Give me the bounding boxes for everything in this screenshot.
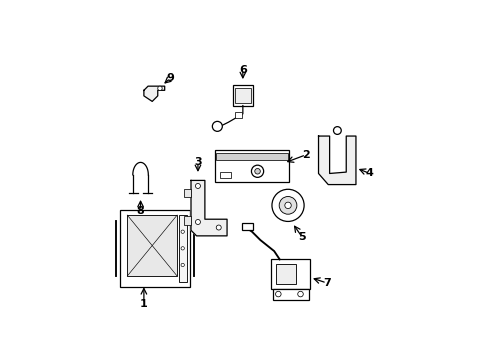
Bar	[272, 288, 308, 300]
Polygon shape	[318, 136, 355, 185]
Text: 9: 9	[166, 73, 174, 84]
Circle shape	[181, 263, 184, 267]
Bar	[216, 153, 287, 159]
Text: 5: 5	[298, 232, 305, 242]
Circle shape	[251, 165, 263, 177]
Bar	[242, 222, 253, 230]
Bar	[214, 150, 289, 182]
Text: 2: 2	[302, 150, 309, 160]
Circle shape	[212, 121, 222, 131]
Bar	[232, 85, 253, 105]
Circle shape	[158, 86, 162, 91]
Circle shape	[254, 168, 260, 174]
Bar	[120, 210, 189, 287]
Polygon shape	[191, 180, 226, 236]
Bar	[220, 172, 231, 177]
Text: 7: 7	[322, 278, 330, 288]
Text: 4: 4	[365, 168, 373, 179]
Circle shape	[279, 197, 296, 214]
Polygon shape	[143, 86, 164, 102]
Text: 3: 3	[194, 157, 202, 167]
Circle shape	[333, 127, 341, 134]
Bar	[235, 87, 250, 103]
Circle shape	[216, 225, 221, 230]
Circle shape	[181, 247, 184, 250]
Bar	[183, 189, 191, 197]
Bar	[235, 112, 242, 118]
Circle shape	[271, 189, 304, 221]
Circle shape	[275, 291, 281, 297]
Bar	[178, 215, 186, 282]
Text: 6: 6	[239, 64, 246, 75]
Circle shape	[297, 291, 303, 297]
Bar	[183, 216, 191, 225]
Circle shape	[284, 202, 291, 208]
Bar	[127, 215, 177, 276]
Bar	[271, 260, 309, 288]
Circle shape	[195, 220, 200, 225]
Circle shape	[195, 184, 200, 188]
Text: 1: 1	[140, 299, 147, 309]
Circle shape	[181, 230, 184, 233]
Text: 8: 8	[137, 206, 144, 216]
Bar	[275, 264, 296, 284]
